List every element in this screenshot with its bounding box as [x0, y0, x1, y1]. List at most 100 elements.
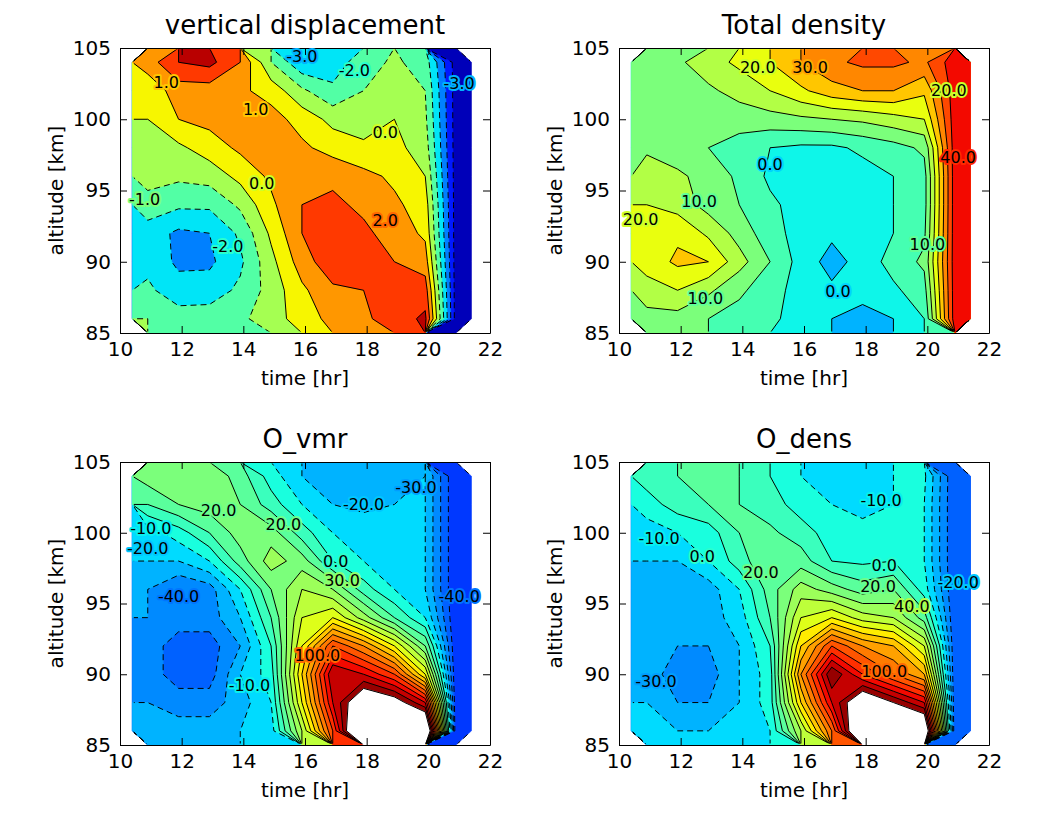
tick-mark	[681, 462, 682, 469]
tick-label: 20	[416, 337, 441, 361]
contour-labels: 20.010.010.00.00.010.020.030.020.040.0	[623, 58, 976, 308]
tick-mark	[866, 326, 867, 333]
contour-fills	[132, 462, 471, 745]
contour-label: 0.0	[871, 556, 896, 575]
contour-label: -20.0	[127, 539, 168, 558]
tick-mark	[742, 326, 743, 333]
contour-line	[302, 623, 440, 743]
tick	[483, 191, 490, 192]
contour-band	[798, 629, 938, 745]
tick	[483, 745, 490, 746]
tick-mark	[120, 119, 127, 120]
figure: 101214161820228590951001051.01.00.0-1.00…	[0, 0, 1044, 819]
tick-mark	[866, 738, 867, 745]
tick-label: 14	[730, 337, 755, 361]
tick: 14	[730, 738, 755, 773]
contour-label: 0.0	[757, 155, 782, 174]
contour-label: 0.0	[372, 123, 397, 142]
x-axis-top	[121, 462, 491, 469]
contour-band	[132, 462, 448, 745]
contour-label: -10.0	[638, 529, 679, 548]
contour-band	[631, 462, 970, 745]
contour-line	[798, 629, 938, 744]
tick-mark	[619, 48, 626, 49]
tick-mark	[428, 738, 429, 745]
contour-label: 20.0	[623, 210, 659, 229]
contour-band	[631, 462, 952, 745]
contour-label: -30.0	[395, 478, 436, 497]
tick: 100	[572, 107, 626, 131]
tick-label: 90	[585, 250, 610, 274]
tick-label: 100	[572, 521, 610, 545]
contour-label: -10.0	[860, 491, 901, 510]
tick-mark	[982, 333, 989, 334]
tick-label: 20	[915, 749, 940, 773]
tick	[367, 462, 368, 469]
tick-mark	[305, 326, 306, 333]
tick: 20	[416, 738, 441, 773]
contour-line	[324, 655, 434, 743]
tick	[483, 533, 490, 534]
contour-band	[132, 48, 433, 333]
tick	[982, 604, 989, 605]
tick-mark	[305, 462, 306, 469]
tick-mark	[120, 604, 127, 605]
tick-label: 22	[977, 337, 1002, 361]
tick-label: 10	[108, 337, 133, 361]
tick-mark	[804, 326, 805, 333]
axis-line	[989, 49, 990, 334]
tick	[182, 462, 183, 469]
contour-line	[179, 50, 426, 332]
contour-line	[633, 464, 969, 744]
tick: 12	[169, 738, 194, 773]
tick	[428, 462, 429, 469]
tick: 20	[915, 738, 940, 773]
tick-mark	[243, 462, 244, 469]
contour-band	[132, 462, 471, 745]
tick-mark	[681, 738, 682, 745]
tick	[483, 48, 490, 49]
tick-mark	[243, 326, 244, 333]
tick-mark	[804, 738, 805, 745]
contour-label: 30.0	[324, 571, 360, 590]
contour-band	[340, 681, 431, 745]
tick: 20	[416, 326, 441, 361]
contour-line	[134, 464, 449, 744]
tick-label: 95	[585, 178, 610, 202]
tick-label: 22	[977, 749, 1002, 773]
contour-band	[132, 48, 454, 333]
y-axis-right	[982, 463, 990, 746]
tick-mark	[483, 191, 490, 192]
tick	[483, 462, 490, 463]
tick-mark	[982, 674, 989, 675]
tick-mark	[428, 326, 429, 333]
contour-line	[158, 50, 429, 332]
tick	[305, 462, 306, 469]
contour-labels: 1.01.00.0-1.00.0-2.02.0-3.0-2.0-3.0	[129, 47, 475, 256]
tick	[982, 119, 989, 120]
contour-label: -40.0	[158, 587, 199, 606]
tick: 95	[86, 591, 127, 615]
tick	[982, 674, 989, 675]
contour-line	[134, 464, 454, 744]
contour-band	[631, 462, 949, 745]
tick	[982, 191, 989, 192]
tick-label: 22	[478, 749, 503, 773]
tick	[483, 604, 490, 605]
contour-band	[781, 582, 944, 745]
contour-label: 10.0	[688, 289, 724, 308]
tick	[742, 462, 743, 469]
tick-mark	[483, 533, 490, 534]
contour-band	[158, 48, 429, 333]
tick-mark	[619, 119, 626, 120]
tick-mark	[982, 462, 989, 463]
contour-label: 0.0	[323, 552, 348, 571]
contour-line	[134, 464, 470, 744]
tick: 105	[73, 36, 127, 60]
tick	[681, 462, 682, 469]
contour-band	[631, 462, 951, 745]
tick-mark	[243, 738, 244, 745]
tick-label: 14	[730, 749, 755, 773]
contour-band	[132, 462, 453, 745]
contour-band	[778, 568, 946, 745]
